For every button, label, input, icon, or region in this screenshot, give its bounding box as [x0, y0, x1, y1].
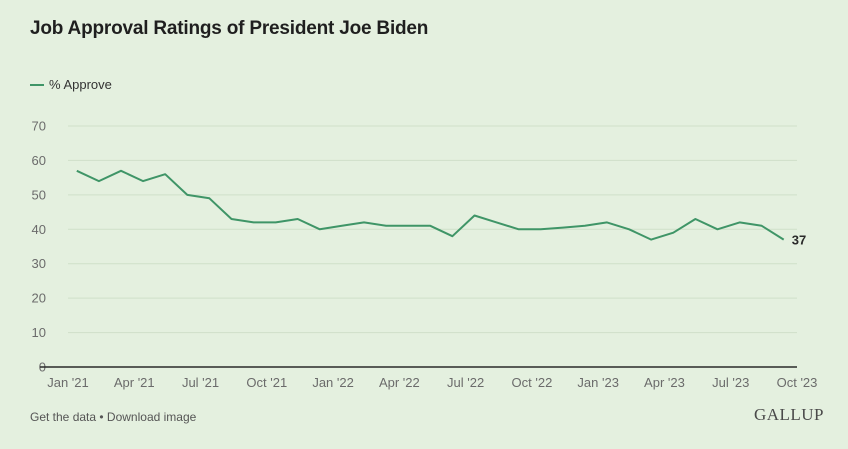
x-tick-label: Jul '22 [447, 375, 484, 390]
x-tick-label: Apr '23 [644, 375, 685, 390]
y-tick-label: 10 [32, 325, 46, 340]
chart-title: Job Approval Ratings of President Joe Bi… [30, 18, 429, 39]
download-image-link[interactable]: Download image [106, 410, 197, 424]
legend: % Approve [30, 77, 112, 92]
x-tick-label: Oct '21 [246, 375, 287, 390]
get-data-link[interactable]: Get the data [30, 410, 97, 424]
x-tick-label: Jul '21 [182, 375, 219, 390]
y-tick-label: 50 [32, 187, 46, 202]
footer-links: Get the data • Download image [30, 410, 196, 424]
x-tick-label: Jan '22 [312, 375, 354, 390]
x-tick-label: Jan '21 [47, 375, 89, 390]
y-tick-label: 70 [32, 119, 46, 134]
x-axis-ticks: Jan '21 Apr '21 Jul '21 Oct '21 Jan '22 Apr '… [47, 375, 817, 390]
y-tick-label: 30 [32, 256, 46, 271]
gallup-logo: GALLUP [753, 405, 824, 424]
footer-separator: • [96, 410, 107, 424]
x-tick-label: Oct '23 [777, 375, 818, 390]
legend-swatch [30, 83, 44, 86]
x-tick-label: Oct '22 [512, 375, 553, 390]
end-value-label: 37 [792, 233, 806, 248]
x-tick-label: Jan '23 [577, 375, 619, 390]
grid-lines [68, 125, 797, 334]
legend-label: % Approve [49, 77, 112, 92]
y-tick-label: 60 [32, 153, 46, 168]
x-tick-label: Apr '22 [379, 375, 420, 390]
x-tick-label: Apr '21 [114, 375, 155, 390]
x-tick-label: Jul '23 [712, 375, 749, 390]
series-line-approve [76, 169, 785, 241]
y-tick-label: 20 [32, 291, 46, 306]
y-tick-label: 40 [32, 222, 46, 237]
